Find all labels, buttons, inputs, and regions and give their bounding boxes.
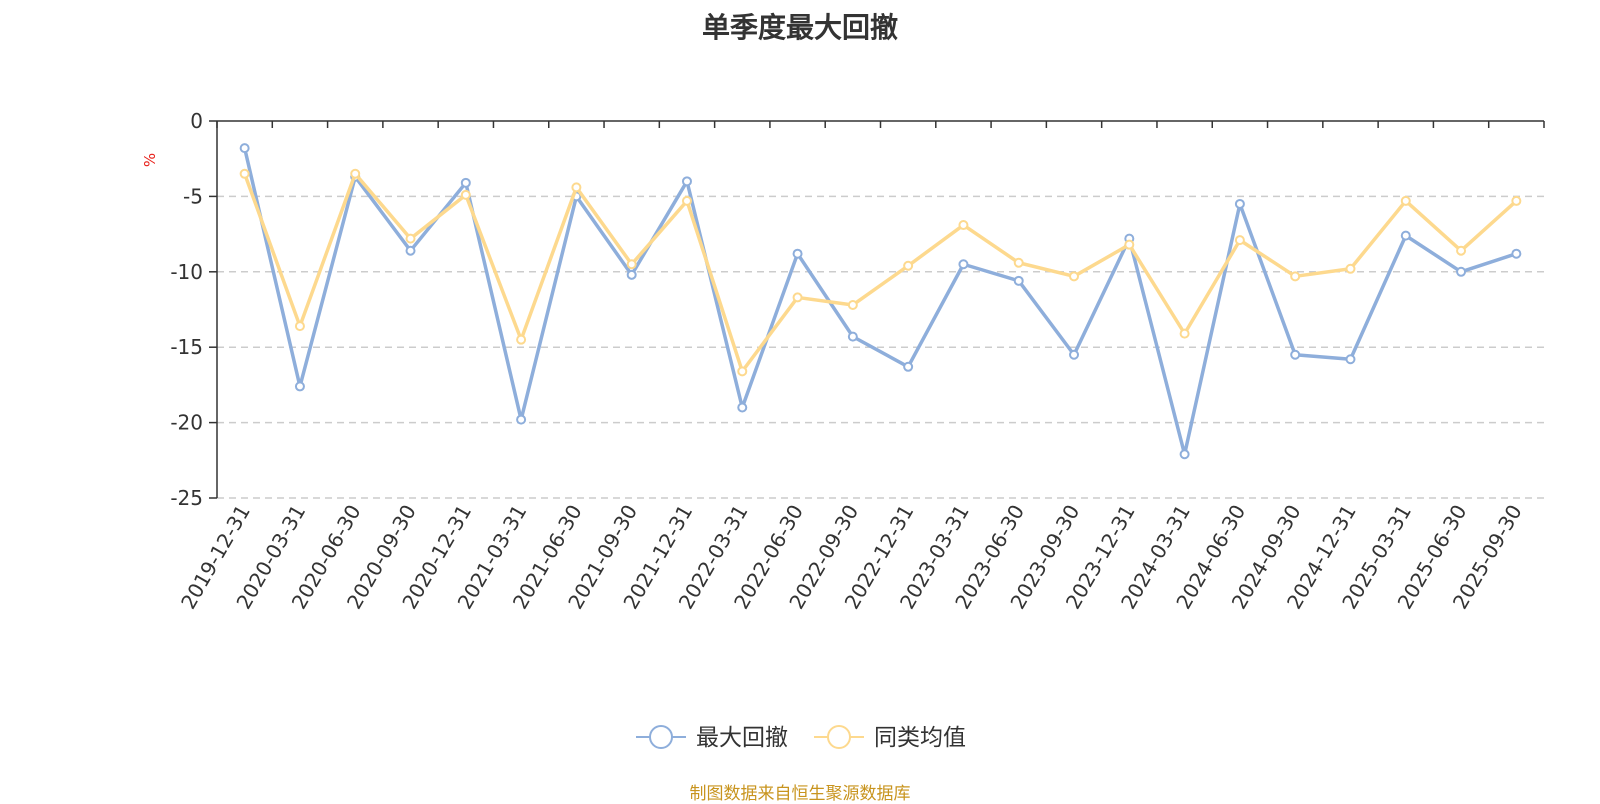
data-point[interactable] xyxy=(516,334,527,345)
data-point[interactable] xyxy=(847,331,858,342)
legend[interactable]: 最大回撤 同类均值 xyxy=(636,725,966,751)
data-point[interactable] xyxy=(516,414,527,425)
y-tick-label: 0 xyxy=(190,109,203,133)
series-line xyxy=(242,147,1517,457)
data-point[interactable] xyxy=(1456,266,1467,277)
data-point[interactable] xyxy=(1069,349,1080,360)
data-point[interactable] xyxy=(460,189,471,200)
data-point[interactable] xyxy=(1345,354,1356,365)
series-lines xyxy=(239,143,1522,460)
data-point[interactable] xyxy=(405,233,416,244)
y-tick-label: -25 xyxy=(170,486,203,510)
data-point[interactable] xyxy=(1400,195,1411,206)
data-point[interactable] xyxy=(1456,245,1467,256)
y-tick-label: -5 xyxy=(183,184,203,208)
axes: 0-5-10-15-20-252019-12-312020-03-312020-… xyxy=(170,109,1545,613)
data-point[interactable] xyxy=(903,260,914,271)
data-point[interactable] xyxy=(294,321,305,332)
data-point[interactable] xyxy=(1290,271,1301,282)
grid-lines xyxy=(217,195,1544,499)
data-point[interactable] xyxy=(1345,263,1356,274)
data-point[interactable] xyxy=(737,402,748,413)
data-point[interactable] xyxy=(1400,230,1411,241)
data-point[interactable] xyxy=(239,168,250,179)
data-point[interactable] xyxy=(1234,235,1245,246)
data-point[interactable] xyxy=(1511,248,1522,259)
data-point[interactable] xyxy=(958,259,969,270)
data-point[interactable] xyxy=(792,248,803,259)
data-point[interactable] xyxy=(1013,275,1024,286)
data-point[interactable] xyxy=(792,292,803,303)
data-point[interactable] xyxy=(1124,239,1135,250)
data-point[interactable] xyxy=(405,245,416,256)
data-point[interactable] xyxy=(350,168,361,179)
data-point[interactable] xyxy=(1179,449,1190,460)
chart-title: 单季度最大回撤 xyxy=(701,11,898,44)
y-tick-label: -10 xyxy=(170,260,203,284)
data-point[interactable] xyxy=(847,299,858,310)
data-source-note: 制图数据来自恒生聚源数据库 xyxy=(689,784,911,804)
data-point[interactable] xyxy=(903,361,914,372)
data-point[interactable] xyxy=(1069,271,1080,282)
data-point[interactable] xyxy=(1234,198,1245,209)
data-point[interactable] xyxy=(239,143,250,154)
legend-item-0[interactable]: 最大回撤 xyxy=(636,725,788,751)
legend-item-1[interactable]: 同类均值 xyxy=(814,725,966,751)
data-point[interactable] xyxy=(1013,257,1024,268)
legend-marker-icon xyxy=(649,725,673,749)
data-point[interactable] xyxy=(681,176,692,187)
y-tick-label: -20 xyxy=(170,411,203,435)
data-point[interactable] xyxy=(571,182,582,193)
series-0 xyxy=(239,143,1522,460)
data-point[interactable] xyxy=(460,177,471,188)
legend-marker-icon xyxy=(827,725,851,749)
y-axis-label: % xyxy=(141,153,159,167)
legend-label: 最大回撤 xyxy=(696,725,788,751)
legend-label: 同类均值 xyxy=(874,725,966,751)
data-point[interactable] xyxy=(737,366,748,377)
data-point[interactable] xyxy=(626,259,637,270)
series-1 xyxy=(239,168,1522,377)
data-point[interactable] xyxy=(681,195,692,206)
data-point[interactable] xyxy=(1179,328,1190,339)
data-point[interactable] xyxy=(626,269,637,280)
data-point[interactable] xyxy=(1511,195,1522,206)
data-point[interactable] xyxy=(958,220,969,231)
y-tick-label: -15 xyxy=(170,335,203,359)
data-point[interactable] xyxy=(294,381,305,392)
data-point[interactable] xyxy=(1290,349,1301,360)
series-line xyxy=(243,172,1518,374)
